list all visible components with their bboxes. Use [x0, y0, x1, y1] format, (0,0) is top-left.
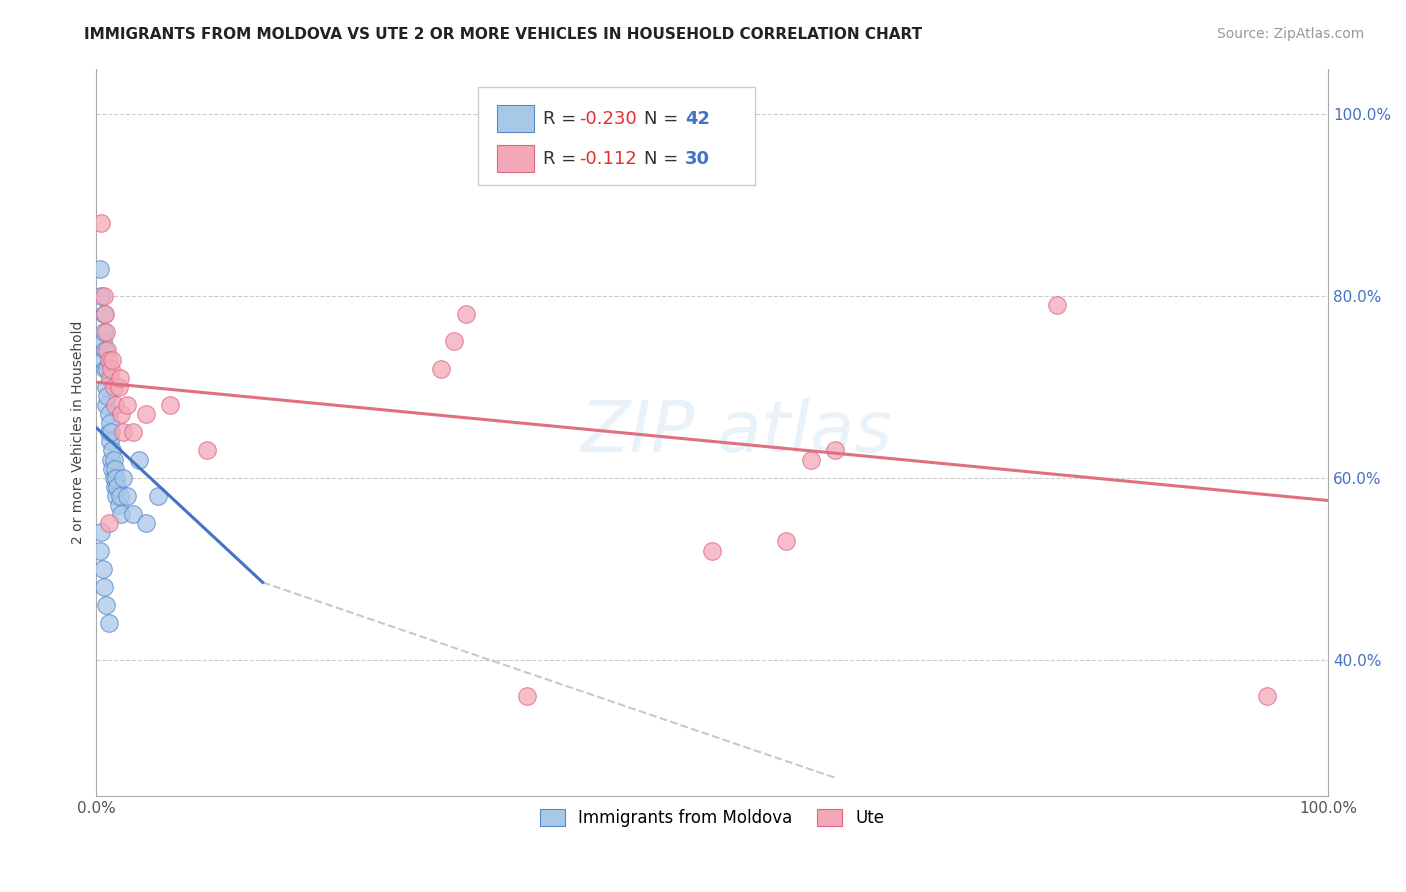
Point	[94, 343, 117, 358]
Point	[90, 216, 112, 230]
Point	[100, 425, 122, 440]
Point	[775, 534, 797, 549]
Legend: Immigrants from Moldova, Ute: Immigrants from Moldova, Ute	[531, 800, 893, 835]
Point	[91, 352, 114, 367]
Point	[100, 361, 122, 376]
Text: R =: R =	[544, 110, 582, 128]
Point	[104, 461, 127, 475]
FancyBboxPatch shape	[496, 105, 534, 132]
Text: ZIP atlas: ZIP atlas	[581, 398, 893, 467]
Point	[112, 471, 135, 485]
Text: N =: N =	[644, 150, 685, 168]
Point	[135, 407, 157, 421]
Point	[97, 516, 120, 531]
Point	[90, 289, 112, 303]
Point	[94, 307, 117, 321]
Point	[110, 507, 132, 521]
Point	[96, 343, 118, 358]
Text: 42: 42	[685, 110, 710, 128]
Text: Source: ZipAtlas.com: Source: ZipAtlas.com	[1216, 27, 1364, 41]
Point	[93, 580, 115, 594]
Point	[146, 489, 169, 503]
Point	[90, 525, 112, 540]
Point	[110, 407, 132, 421]
Point	[105, 489, 128, 503]
Point	[96, 598, 118, 612]
Point	[101, 461, 124, 475]
Point	[97, 425, 120, 440]
Point	[103, 380, 125, 394]
FancyBboxPatch shape	[496, 145, 534, 172]
Point	[93, 307, 115, 321]
Point	[800, 452, 823, 467]
Point	[122, 507, 145, 521]
Point	[454, 307, 477, 321]
Point	[195, 443, 218, 458]
Point	[98, 416, 121, 430]
Point	[91, 562, 114, 576]
Point	[115, 398, 138, 412]
Point	[824, 443, 846, 458]
Point	[91, 334, 114, 349]
Point	[89, 543, 111, 558]
Text: 30: 30	[685, 150, 710, 168]
Point	[96, 325, 118, 339]
Point	[103, 452, 125, 467]
Point	[105, 480, 128, 494]
Point	[430, 361, 453, 376]
Point	[443, 334, 465, 349]
Point	[96, 398, 118, 412]
Point	[107, 380, 129, 394]
Point	[159, 398, 181, 412]
Point	[96, 389, 118, 403]
Point	[93, 289, 115, 303]
Point	[122, 425, 145, 440]
Point	[112, 425, 135, 440]
Point	[108, 489, 131, 503]
Point	[108, 370, 131, 384]
Point	[94, 361, 117, 376]
FancyBboxPatch shape	[478, 87, 755, 185]
Point	[93, 325, 115, 339]
Point	[115, 489, 138, 503]
Text: N =: N =	[644, 110, 685, 128]
Text: IMMIGRANTS FROM MOLDOVA VS UTE 2 OR MORE VEHICLES IN HOUSEHOLD CORRELATION CHART: IMMIGRANTS FROM MOLDOVA VS UTE 2 OR MORE…	[84, 27, 922, 42]
Point	[1046, 298, 1069, 312]
Point	[103, 471, 125, 485]
Point	[96, 361, 118, 376]
Point	[98, 434, 121, 449]
Point	[104, 398, 127, 412]
Point	[104, 480, 127, 494]
Text: -0.230: -0.230	[579, 110, 637, 128]
Point	[97, 407, 120, 421]
Point	[105, 471, 128, 485]
Text: -0.112: -0.112	[579, 150, 637, 168]
Point	[101, 352, 124, 367]
Point	[101, 443, 124, 458]
Point	[128, 452, 150, 467]
Point	[702, 543, 724, 558]
Point	[96, 380, 118, 394]
Point	[97, 616, 120, 631]
Point	[135, 516, 157, 531]
Point	[516, 689, 538, 703]
Text: R =: R =	[544, 150, 582, 168]
Y-axis label: 2 or more Vehicles in Household: 2 or more Vehicles in Household	[72, 320, 86, 544]
Point	[100, 452, 122, 467]
Point	[89, 261, 111, 276]
Point	[107, 498, 129, 512]
Point	[1256, 689, 1278, 703]
Point	[98, 370, 121, 384]
Point	[97, 352, 120, 367]
